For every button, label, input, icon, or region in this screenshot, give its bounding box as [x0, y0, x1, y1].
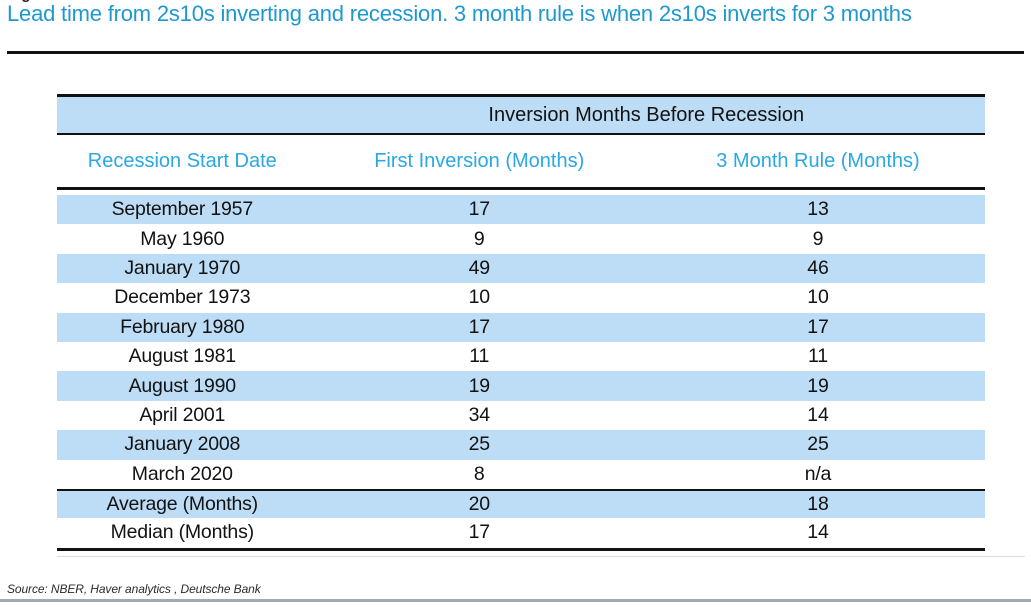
cell-three-month-rule: 25 [807, 433, 829, 456]
column-header-first-inversion: First Inversion (Months) [374, 149, 585, 172]
cell-three-month-rule: 46 [807, 256, 829, 279]
cell-recession-date: September 1957 [111, 198, 254, 221]
figure-bottom-hairline [57, 556, 1025, 557]
table-banner: Inversion Months Before Recession [57, 94, 985, 135]
cell-three-month-rule: 19 [807, 374, 829, 397]
inversion-table: Inversion Months Before Recession Recess… [57, 94, 985, 551]
cell-first-inversion: 17 [468, 198, 490, 221]
table-row: March 2020 8 n/a [57, 460, 985, 489]
table-row: August 1981 11 11 [57, 342, 985, 371]
source-note: Source: NBER, Haver analytics , Deutsche… [7, 582, 261, 596]
cell-three-month-rule: 14 [807, 521, 829, 544]
figure-label-fragment: Figure [8, 0, 128, 3]
cell-first-inversion: 17 [468, 521, 490, 544]
cell-three-month-rule: 10 [807, 286, 829, 309]
title-divider-rule [7, 51, 1024, 54]
cell-first-inversion: 9 [473, 227, 485, 250]
cell-first-inversion: 17 [468, 315, 490, 338]
table-row-average: Average (Months) 20 18 [57, 488, 985, 519]
cell-recession-date: December 1973 [114, 286, 251, 309]
cell-recession-date: January 2008 [124, 433, 241, 456]
cell-first-inversion: 8 [473, 462, 485, 485]
cell-recession-date: March 2020 [131, 462, 233, 485]
table-column-headers: Recession Start Date First Inversion (Mo… [57, 135, 985, 190]
table-row: August 1990 19 19 [57, 371, 985, 401]
cell-recession-date: January 1970 [124, 256, 241, 279]
table-row: January 1970 49 46 [57, 253, 985, 284]
cell-three-month-rule: 11 [808, 345, 828, 368]
column-header-recession-start-date: Recession Start Date [87, 149, 277, 172]
cell-recession-date: April 2001 [139, 403, 226, 426]
cell-first-inversion: 20 [468, 493, 490, 516]
cell-first-inversion: 11 [469, 345, 490, 368]
cell-first-inversion: 19 [468, 374, 490, 397]
cell-recession-date: February 1980 [120, 315, 245, 338]
cell-recession-date: August 1981 [128, 345, 237, 368]
cell-first-inversion: 49 [468, 256, 490, 279]
table-row: May 1960 9 9 [57, 224, 985, 253]
page-bottom-rule [0, 599, 1031, 602]
table-row: April 2001 34 14 [57, 401, 985, 430]
cell-recession-date: Average (Months) [106, 493, 259, 516]
table-banner-label: Inversion Months Before Recession [488, 103, 805, 126]
cell-recession-date: August 1990 [128, 374, 237, 397]
cell-first-inversion: 10 [468, 286, 490, 309]
table-row: September 1957 17 13 [57, 195, 985, 225]
table-row: February 1980 17 17 [57, 312, 985, 342]
cell-three-month-rule: 13 [807, 198, 829, 221]
cell-first-inversion: 25 [468, 433, 490, 456]
table-body: September 1957 17 13 May 1960 9 9 Januar… [57, 195, 985, 551]
cell-three-month-rule: 9 [812, 227, 824, 250]
cell-three-month-rule: n/a [804, 462, 832, 485]
cell-three-month-rule: 17 [807, 315, 829, 338]
table-row: January 2008 25 25 [57, 430, 985, 460]
cell-recession-date: May 1960 [140, 227, 225, 250]
table-row: December 1973 10 10 [57, 283, 985, 312]
table-row-median: Median (Months) 17 14 [57, 518, 985, 547]
cell-three-month-rule: 18 [807, 493, 829, 516]
cell-three-month-rule: 14 [807, 403, 829, 426]
cell-first-inversion: 34 [468, 403, 490, 426]
cell-recession-date: Median (Months) [110, 521, 255, 544]
figure-title: Lead time from 2s10s inverting and reces… [7, 1, 912, 26]
column-header-3-month-rule: 3 Month Rule (Months) [716, 149, 920, 172]
